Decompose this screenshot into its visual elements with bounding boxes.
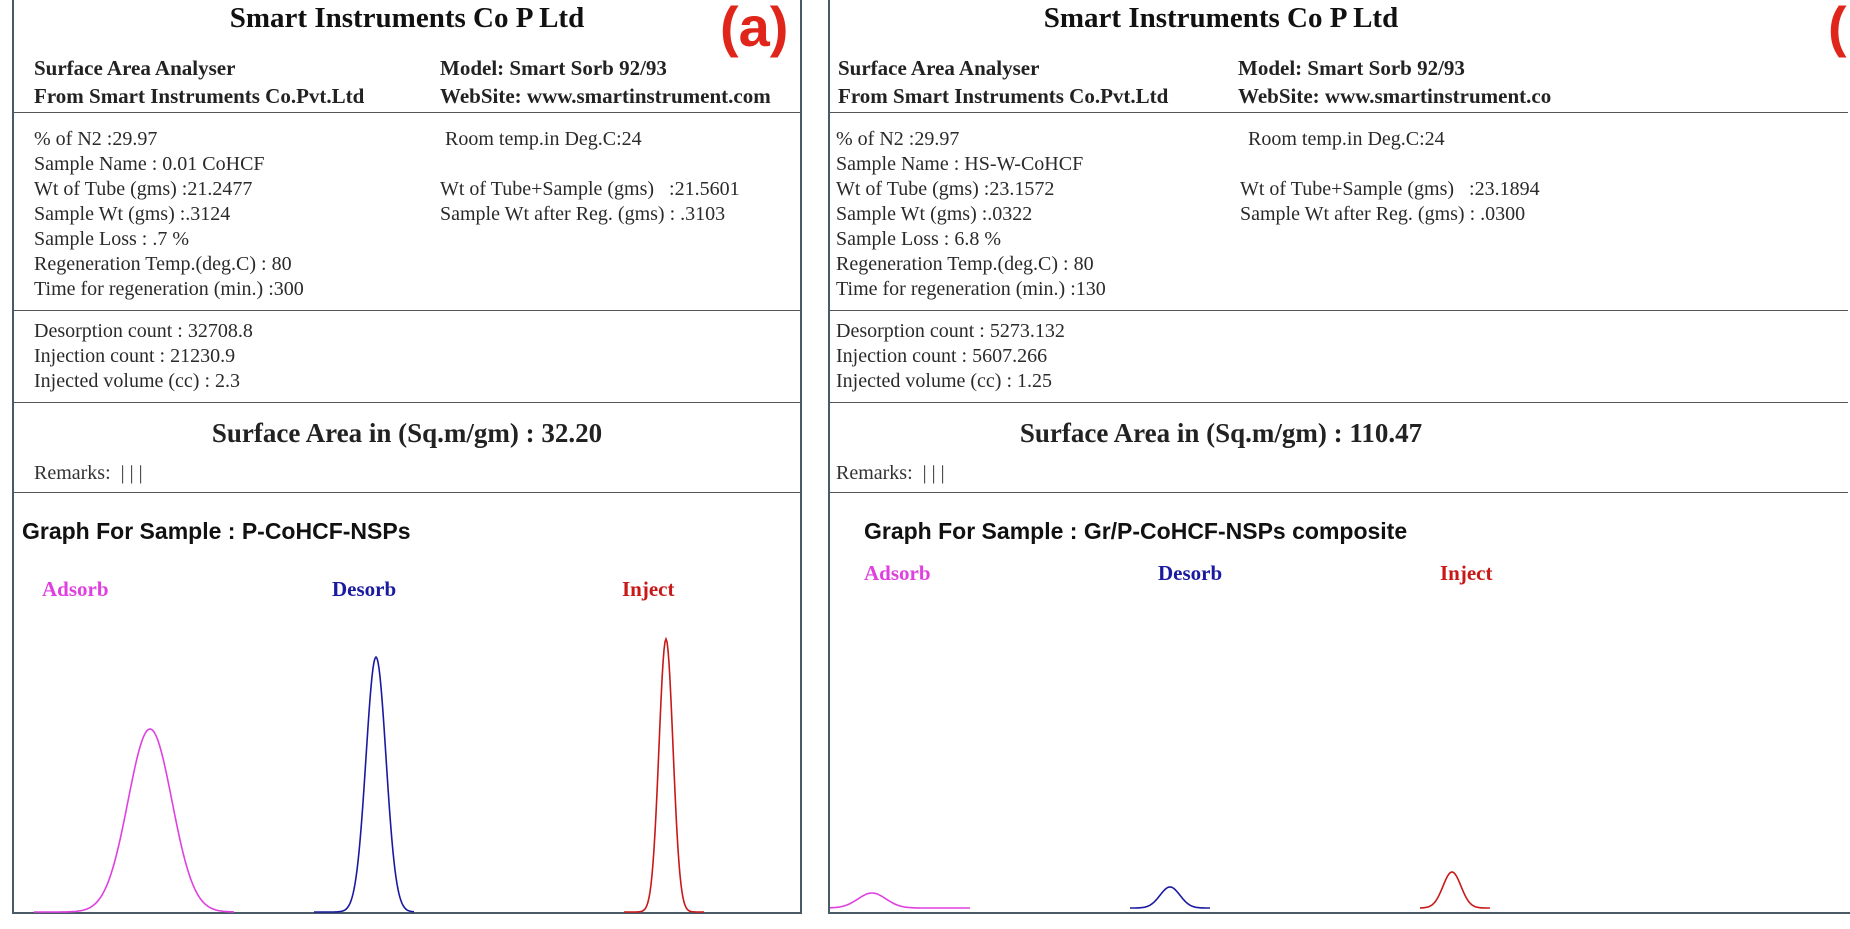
injection-count: Injection count : 5607.266 (836, 345, 1048, 367)
analyser-heading: Surface Area Analyser (34, 56, 236, 80)
surface-area-result: Surface Area in (Sq.m/gm) : 32.20 (211, 418, 603, 448)
report-panel-a: Smart Instruments Co P Ltd (a) Surface A… (12, 0, 802, 929)
sample-wt-after-value: Sample Wt after Reg. (gms) : .3103 (440, 203, 726, 225)
inject-peak (624, 636, 704, 913)
divider (14, 402, 800, 403)
desorption-count: Desorption count : 32708.8 (34, 320, 253, 342)
regen-temp-value: Regeneration Temp.(deg.C) : 80 (34, 253, 292, 275)
inject-label: Inject (622, 577, 674, 601)
adsorb-label: Adsorb (864, 561, 931, 585)
analyser-heading: Surface Area Analyser (838, 56, 1040, 80)
adsorb-label: Adsorb (42, 577, 109, 601)
injected-volume: Injected volume (cc) : 2.3 (34, 370, 241, 392)
panel-label: ( (1828, 0, 1847, 58)
chromatogram: Adsorb Desorb Inject (34, 577, 704, 913)
chromatogram: Adsorb Desorb Inject (830, 561, 1492, 909)
graph-title: Graph For Sample : Gr/P-CoHCF-NSPs compo… (864, 518, 1408, 544)
regen-time-value: Time for regeneration (min.) :130 (836, 278, 1106, 300)
from-heading: From Smart Instruments Co.Pvt.Ltd (34, 84, 365, 108)
panel-border-left (828, 0, 830, 914)
adsorb-peak (34, 728, 234, 913)
company-title: Smart Instruments Co P Ltd (229, 2, 585, 34)
sample-wt-value: Sample Wt (gms) :.3124 (34, 203, 231, 225)
divider (830, 112, 1848, 113)
room-temp-value: Room temp.in Deg.C:24 (1248, 128, 1445, 150)
report-panel-b: Smart Instruments Co P Ltd ( Surface Are… (828, 0, 1850, 929)
inject-label: Inject (1440, 561, 1492, 585)
injection-count: Injection count : 21230.9 (34, 345, 236, 367)
website-heading: WebSite: www.smartinstrument.com (440, 84, 771, 108)
sample-wt-after-value: Sample Wt after Reg. (gms) : .0300 (1240, 203, 1526, 225)
divider (830, 492, 1848, 493)
regen-temp-value: Regeneration Temp.(deg.C) : 80 (836, 253, 1094, 275)
remarks-line: Remarks: | | | (34, 462, 143, 484)
desorb-label: Desorb (1158, 561, 1222, 585)
divider (830, 402, 1848, 403)
graph-title: Graph For Sample : P-CoHCF-NSPs (22, 518, 411, 544)
desorb-peak (314, 655, 415, 913)
divider (14, 112, 800, 113)
surface-area-result: Surface Area in (Sq.m/gm) : 110.47 (1019, 418, 1423, 448)
wt-tube-sample-value: Wt of Tube+Sample (gms) :21.5601 (440, 178, 740, 200)
wt-tube-value: Wt of Tube (gms) :23.1572 (836, 178, 1055, 200)
model-heading: Model: Smart Sorb 92/93 (440, 56, 667, 80)
regen-time-value: Time for regeneration (min.) :300 (34, 278, 304, 300)
divider (830, 310, 1848, 311)
n2-value: % of N2 :29.97 (836, 128, 960, 150)
panel-border-bottom (828, 912, 1850, 914)
wt-tube-sample-value: Wt of Tube+Sample (gms) :23.1894 (1240, 178, 1540, 200)
injected-volume: Injected volume (cc) : 1.25 (836, 370, 1053, 392)
panel-label: (a) (720, 0, 789, 58)
sample-loss-value: Sample Loss : .7 % (34, 228, 189, 250)
desorb-peak (1130, 886, 1210, 909)
n2-value: % of N2 :29.97 (34, 128, 158, 150)
company-title: Smart Instruments Co P Ltd (1043, 2, 1399, 34)
divider (14, 492, 800, 493)
remarks-line: Remarks: | | | (836, 462, 945, 484)
divider (14, 310, 800, 311)
inject-peak (1420, 871, 1490, 909)
sample-name-value: Sample Name : 0.01 CoHCF (34, 153, 265, 175)
sample-wt-value: Sample Wt (gms) :.0322 (836, 203, 1033, 225)
wt-tube-value: Wt of Tube (gms) :21.2477 (34, 178, 253, 200)
desorb-label: Desorb (332, 577, 396, 601)
adsorb-peak (830, 892, 970, 909)
panel-border-right (800, 0, 802, 914)
sample-name-value: Sample Name : HS-W-CoHCF (836, 153, 1084, 175)
from-heading: From Smart Instruments Co.Pvt.Ltd (838, 84, 1169, 108)
panel-border-bottom (12, 912, 802, 914)
room-temp-value: Room temp.in Deg.C:24 (445, 128, 642, 150)
panel-border-left (12, 0, 14, 914)
sample-loss-value: Sample Loss : 6.8 % (836, 228, 1001, 250)
desorption-count: Desorption count : 5273.132 (836, 320, 1065, 342)
website-heading: WebSite: www.smartinstrument.co (1238, 84, 1552, 108)
model-heading: Model: Smart Sorb 92/93 (1238, 56, 1465, 80)
